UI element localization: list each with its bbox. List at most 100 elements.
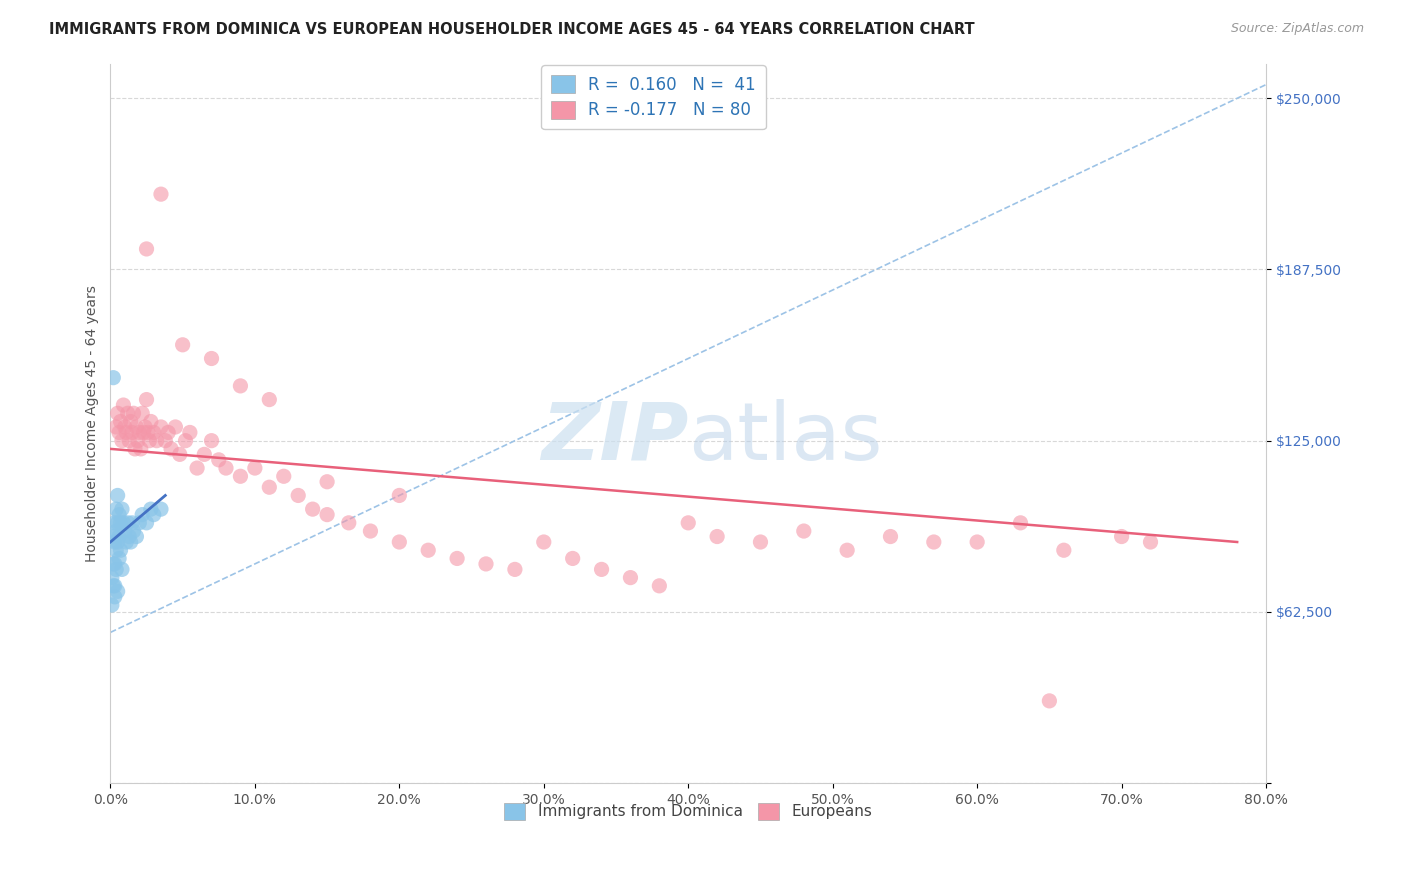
Point xyxy=(120,535,142,549)
Point xyxy=(678,516,700,530)
Point xyxy=(114,420,136,434)
Point xyxy=(132,425,155,440)
Point xyxy=(1111,529,1133,543)
Point xyxy=(648,579,671,593)
Point xyxy=(125,420,148,434)
Point xyxy=(149,187,172,202)
Point xyxy=(105,543,128,558)
Point xyxy=(124,442,146,456)
Point xyxy=(103,529,125,543)
Point xyxy=(193,447,215,461)
Point xyxy=(108,551,131,566)
Point xyxy=(135,516,157,530)
Point xyxy=(115,535,138,549)
Point xyxy=(110,415,132,429)
Point xyxy=(160,442,183,456)
Point xyxy=(101,571,124,585)
Point xyxy=(108,508,131,522)
Point xyxy=(475,557,498,571)
Point xyxy=(359,524,381,538)
Point xyxy=(128,425,150,440)
Point xyxy=(129,442,152,456)
Point xyxy=(1053,543,1076,558)
Point xyxy=(229,469,252,483)
Point xyxy=(200,434,222,448)
Point xyxy=(135,242,157,256)
Point xyxy=(115,425,138,440)
Point xyxy=(118,434,141,448)
Point xyxy=(139,502,162,516)
Point xyxy=(103,370,125,384)
Point xyxy=(446,551,468,566)
Point xyxy=(125,529,148,543)
Text: atlas: atlas xyxy=(689,399,883,477)
Point xyxy=(145,434,167,448)
Point xyxy=(591,562,613,576)
Text: ZIP: ZIP xyxy=(541,399,689,477)
Legend: Immigrants from Dominica, Europeans: Immigrants from Dominica, Europeans xyxy=(498,797,879,826)
Point xyxy=(108,529,131,543)
Point xyxy=(259,392,281,407)
Point xyxy=(837,543,859,558)
Point xyxy=(155,434,177,448)
Point xyxy=(103,557,125,571)
Point xyxy=(111,502,134,516)
Point xyxy=(149,502,172,516)
Point xyxy=(174,434,197,448)
Point xyxy=(273,469,295,483)
Point xyxy=(172,338,194,352)
Point xyxy=(107,535,129,549)
Point xyxy=(120,415,142,429)
Point xyxy=(316,508,339,522)
Point xyxy=(117,406,139,420)
Point xyxy=(418,543,440,558)
Point xyxy=(388,535,411,549)
Point xyxy=(110,543,132,558)
Point xyxy=(142,425,165,440)
Point xyxy=(208,453,231,467)
Point xyxy=(749,535,772,549)
Point xyxy=(793,524,815,538)
Point xyxy=(142,508,165,522)
Point xyxy=(122,524,145,538)
Point xyxy=(259,480,281,494)
Point xyxy=(186,461,208,475)
Point xyxy=(107,584,129,599)
Point xyxy=(966,535,988,549)
Point xyxy=(121,425,143,440)
Point xyxy=(243,461,266,475)
Point xyxy=(105,562,128,576)
Point xyxy=(879,529,901,543)
Point xyxy=(111,434,134,448)
Point xyxy=(200,351,222,366)
Point xyxy=(134,420,156,434)
Point xyxy=(105,420,128,434)
Point xyxy=(135,392,157,407)
Point xyxy=(1038,694,1060,708)
Point xyxy=(561,551,583,566)
Point xyxy=(112,516,135,530)
Point xyxy=(503,562,526,576)
Point xyxy=(104,535,127,549)
Point xyxy=(117,516,139,530)
Point xyxy=(108,425,131,440)
Point xyxy=(105,524,128,538)
Point xyxy=(1139,535,1161,549)
Y-axis label: Householder Income Ages 45 - 64 years: Householder Income Ages 45 - 64 years xyxy=(86,285,100,562)
Point xyxy=(103,579,125,593)
Point xyxy=(165,420,187,434)
Point xyxy=(104,557,127,571)
Point xyxy=(215,461,238,475)
Point xyxy=(139,415,162,429)
Text: Source: ZipAtlas.com: Source: ZipAtlas.com xyxy=(1230,22,1364,36)
Point xyxy=(169,447,191,461)
Point xyxy=(131,508,153,522)
Text: IMMIGRANTS FROM DOMINICA VS EUROPEAN HOUSEHOLDER INCOME AGES 45 - 64 YEARS CORRE: IMMIGRANTS FROM DOMINICA VS EUROPEAN HOU… xyxy=(49,22,974,37)
Point xyxy=(229,379,252,393)
Point xyxy=(105,502,128,516)
Point xyxy=(157,425,180,440)
Point xyxy=(111,562,134,576)
Point xyxy=(104,516,127,530)
Point xyxy=(138,434,160,448)
Point xyxy=(131,406,153,420)
